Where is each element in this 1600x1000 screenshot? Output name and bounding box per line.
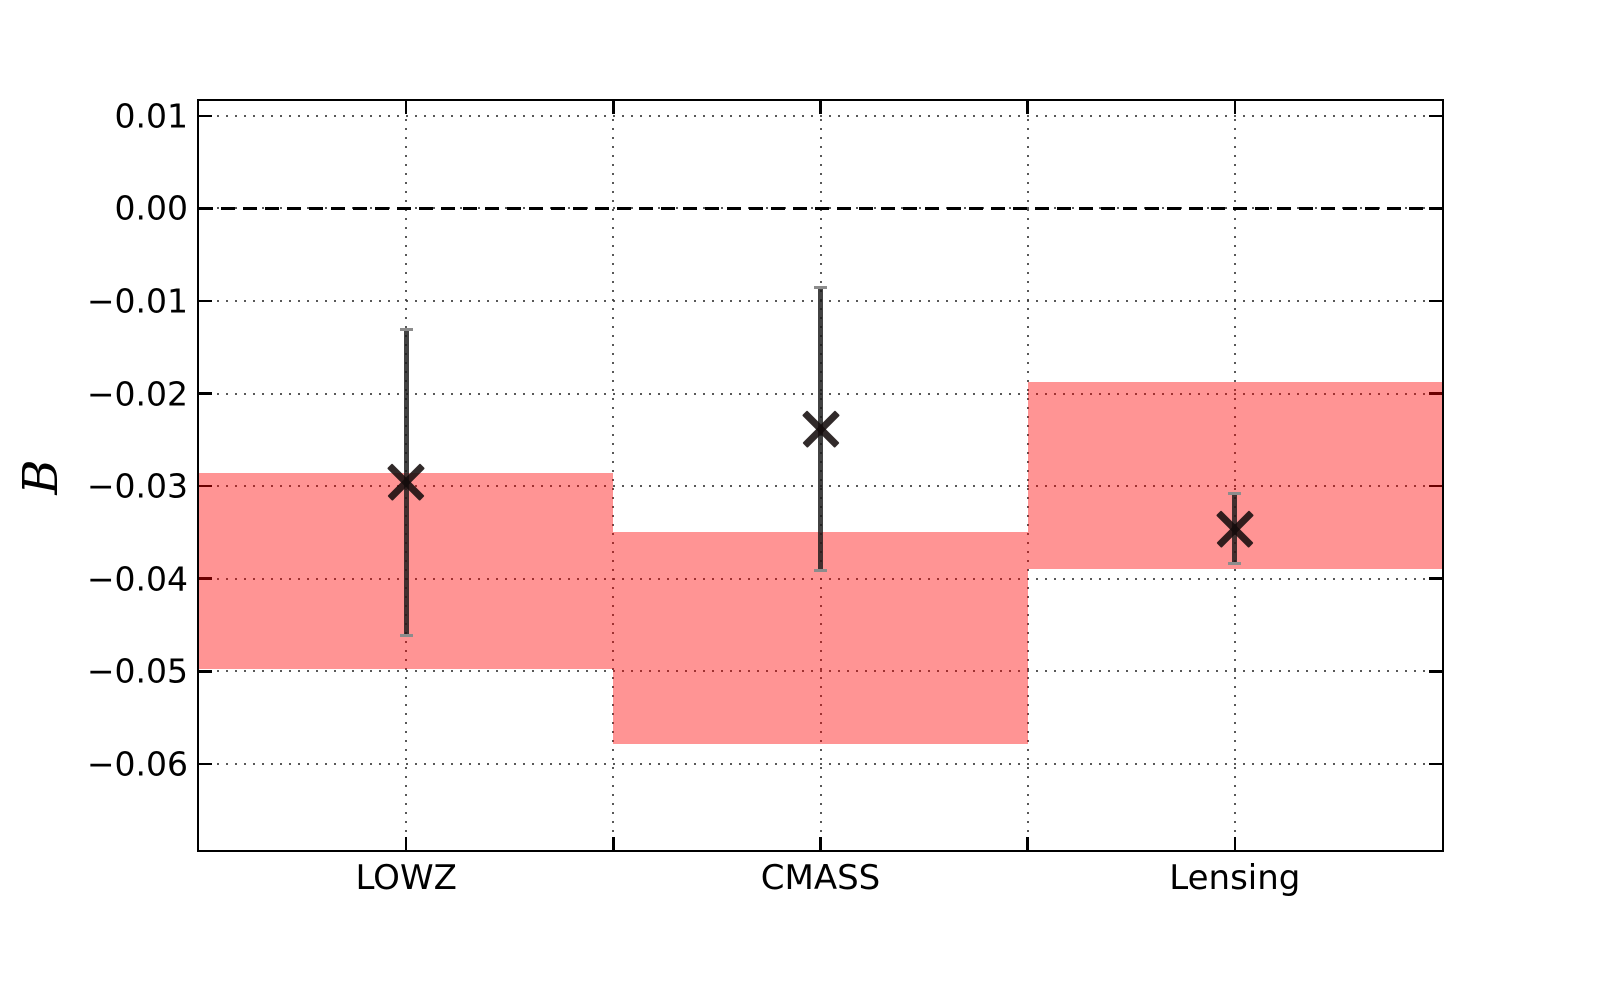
v-gridline — [1233, 101, 1236, 850]
y-tick-label: 0.01 — [114, 96, 188, 136]
y-tick-right — [1429, 670, 1442, 673]
x-tick-bottom — [404, 837, 408, 850]
plot-area — [197, 99, 1444, 852]
y-tick-right — [1429, 392, 1442, 395]
error-bar-cap-top — [1228, 492, 1242, 496]
x-marker — [801, 409, 841, 449]
y-tick-label: −0.06 — [86, 744, 188, 784]
x-tick-top — [1233, 101, 1237, 114]
error-bar-cap-top — [814, 285, 827, 289]
x-marker — [1215, 509, 1255, 549]
error-bar-cap-bottom — [814, 568, 827, 572]
y-tick-left — [199, 114, 212, 118]
y-tick-left — [199, 762, 212, 766]
x-tick-bottom — [612, 837, 615, 850]
error-bar-cap-bottom — [1228, 562, 1242, 566]
x-tick-bottom — [1233, 837, 1237, 850]
y-tick-label: −0.01 — [86, 281, 188, 321]
y-tick-left — [199, 484, 212, 488]
y-tick-right — [1429, 577, 1442, 580]
error-bar-cap-top — [399, 328, 413, 332]
zero-reference-line — [199, 206, 1442, 211]
x-marker — [386, 462, 426, 502]
y-tick-left — [199, 670, 212, 673]
x-tick-top — [612, 101, 615, 114]
x-tick-top — [819, 101, 822, 114]
y-tick-label: 0.00 — [114, 188, 188, 228]
v-gridline — [1026, 101, 1029, 850]
x-tick-label: CMASS — [760, 858, 881, 898]
x-tick-bottom — [1026, 837, 1029, 850]
y-tick-left — [199, 577, 212, 580]
y-tick-label: −0.05 — [86, 651, 188, 691]
v-gridline — [612, 101, 615, 850]
y-tick-left — [199, 299, 212, 303]
x-tick-top — [404, 101, 408, 114]
y-tick-label: −0.04 — [86, 559, 188, 599]
y-tick-right — [1429, 484, 1442, 488]
y-tick-label: −0.02 — [86, 374, 188, 414]
x-tick-label: LOWZ — [355, 858, 457, 898]
error-bar-cap-bottom — [399, 633, 413, 637]
y-tick-right — [1429, 114, 1442, 118]
y-tick-right — [1429, 299, 1442, 303]
y-tick-right — [1429, 762, 1442, 766]
x-tick-label: Lensing — [1169, 858, 1301, 898]
y-tick-left — [199, 392, 212, 395]
y-tick-label: −0.03 — [86, 466, 188, 506]
x-tick-bottom — [819, 837, 822, 850]
x-tick-top — [1026, 101, 1029, 114]
